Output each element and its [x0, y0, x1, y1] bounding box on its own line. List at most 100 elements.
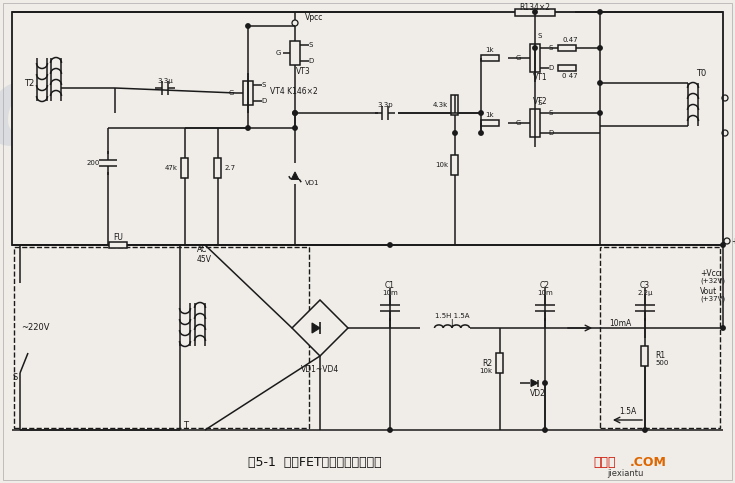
- Text: S: S: [549, 45, 553, 51]
- Text: 0.47: 0.47: [562, 37, 578, 43]
- Circle shape: [388, 243, 392, 247]
- Bar: [182, 158, 188, 178]
- Text: 10mA: 10mA: [609, 318, 631, 327]
- Circle shape: [598, 10, 602, 14]
- Text: T2: T2: [24, 79, 34, 87]
- Text: com: com: [490, 159, 650, 227]
- Bar: [558, 45, 576, 51]
- Text: R2: R2: [482, 358, 492, 368]
- Text: VT2: VT2: [533, 97, 548, 105]
- Text: www.docin.com: www.docin.com: [152, 186, 338, 210]
- Text: R1: R1: [655, 352, 665, 360]
- Polygon shape: [312, 323, 320, 333]
- Text: 1.5A: 1.5A: [620, 408, 637, 416]
- Bar: [600, 247, 720, 428]
- Circle shape: [643, 428, 648, 432]
- Text: Vout: Vout: [700, 286, 717, 296]
- Text: C1: C1: [385, 282, 395, 290]
- Text: S: S: [309, 42, 313, 48]
- Text: 200: 200: [87, 160, 100, 166]
- Text: 1.5H 1.5A: 1.5H 1.5A: [434, 313, 469, 319]
- Text: C3: C3: [640, 282, 650, 290]
- Text: Vpcc: Vpcc: [305, 13, 323, 22]
- Text: G: G: [516, 120, 521, 126]
- Text: (+37V): (+37V): [700, 296, 725, 302]
- Text: (+32V): (+32V): [700, 278, 725, 284]
- Circle shape: [543, 381, 547, 385]
- Text: .COM: .COM: [630, 456, 667, 469]
- Bar: [481, 120, 499, 126]
- Circle shape: [533, 10, 537, 14]
- Bar: [451, 155, 459, 175]
- Text: T: T: [183, 421, 188, 429]
- Text: VD1: VD1: [305, 180, 320, 186]
- Circle shape: [478, 131, 483, 135]
- Text: 3.3p: 3.3p: [377, 102, 392, 108]
- Circle shape: [721, 243, 725, 247]
- Text: doc: doc: [0, 59, 206, 167]
- Text: FU: FU: [113, 232, 123, 242]
- Text: 0 47: 0 47: [562, 73, 578, 79]
- Text: C2: C2: [540, 282, 550, 290]
- Text: S: S: [538, 33, 542, 39]
- Bar: [530, 44, 540, 72]
- Bar: [109, 242, 127, 248]
- Bar: [243, 81, 253, 105]
- Text: AC: AC: [197, 245, 207, 255]
- Text: G: G: [229, 90, 234, 96]
- Circle shape: [598, 111, 602, 115]
- Text: 10m: 10m: [537, 290, 553, 296]
- Text: G: G: [516, 55, 521, 61]
- Bar: [215, 158, 221, 178]
- Circle shape: [245, 24, 250, 28]
- Text: 45V: 45V: [197, 255, 212, 264]
- Text: 图5-1  甲类FET放大器电源电路图: 图5-1 甲类FET放大器电源电路图: [248, 456, 381, 469]
- Text: 1k: 1k: [486, 112, 495, 118]
- Text: D: D: [548, 65, 553, 71]
- Circle shape: [293, 111, 297, 115]
- Bar: [515, 9, 555, 15]
- Text: VD1~VD4: VD1~VD4: [301, 366, 339, 374]
- Text: S: S: [549, 110, 553, 116]
- Text: 47k: 47k: [165, 165, 178, 171]
- Circle shape: [598, 81, 602, 85]
- Circle shape: [245, 126, 250, 130]
- Circle shape: [293, 126, 297, 130]
- Text: D: D: [262, 98, 267, 104]
- Circle shape: [388, 428, 392, 432]
- Text: 杭州络睿科技有限公司: 杭州络睿科技有限公司: [337, 198, 462, 218]
- Circle shape: [543, 428, 547, 432]
- Circle shape: [478, 111, 483, 115]
- Bar: [290, 41, 300, 65]
- Text: 10m: 10m: [382, 290, 398, 296]
- Text: D: D: [309, 58, 314, 64]
- Text: jiexiantu: jiexiantu: [607, 469, 643, 478]
- Text: ~220V: ~220V: [21, 324, 49, 332]
- Bar: [497, 353, 503, 373]
- Bar: [451, 95, 459, 115]
- Bar: [530, 109, 540, 137]
- Text: T0: T0: [696, 69, 706, 77]
- Text: 4.3k: 4.3k: [433, 102, 448, 108]
- Circle shape: [598, 46, 602, 50]
- Text: VD2: VD2: [530, 388, 546, 398]
- Text: G: G: [276, 50, 281, 56]
- Text: L: L: [450, 318, 454, 327]
- Text: 10k: 10k: [435, 162, 448, 168]
- Bar: [558, 65, 576, 71]
- Bar: [481, 55, 499, 61]
- Polygon shape: [531, 380, 538, 386]
- Text: 接线图: 接线图: [594, 456, 616, 469]
- Circle shape: [293, 111, 297, 115]
- Bar: [12, 12, 723, 245]
- Circle shape: [721, 326, 725, 330]
- Text: +Vdd: +Vdd: [731, 237, 735, 245]
- Text: R134×2: R134×2: [520, 2, 551, 12]
- Text: S: S: [538, 100, 542, 106]
- Bar: [642, 346, 648, 366]
- Text: +Vcc: +Vcc: [700, 269, 720, 278]
- Text: VT1: VT1: [533, 73, 548, 83]
- Text: S: S: [12, 373, 18, 383]
- Text: 10k: 10k: [479, 368, 492, 374]
- Text: in: in: [331, 80, 448, 186]
